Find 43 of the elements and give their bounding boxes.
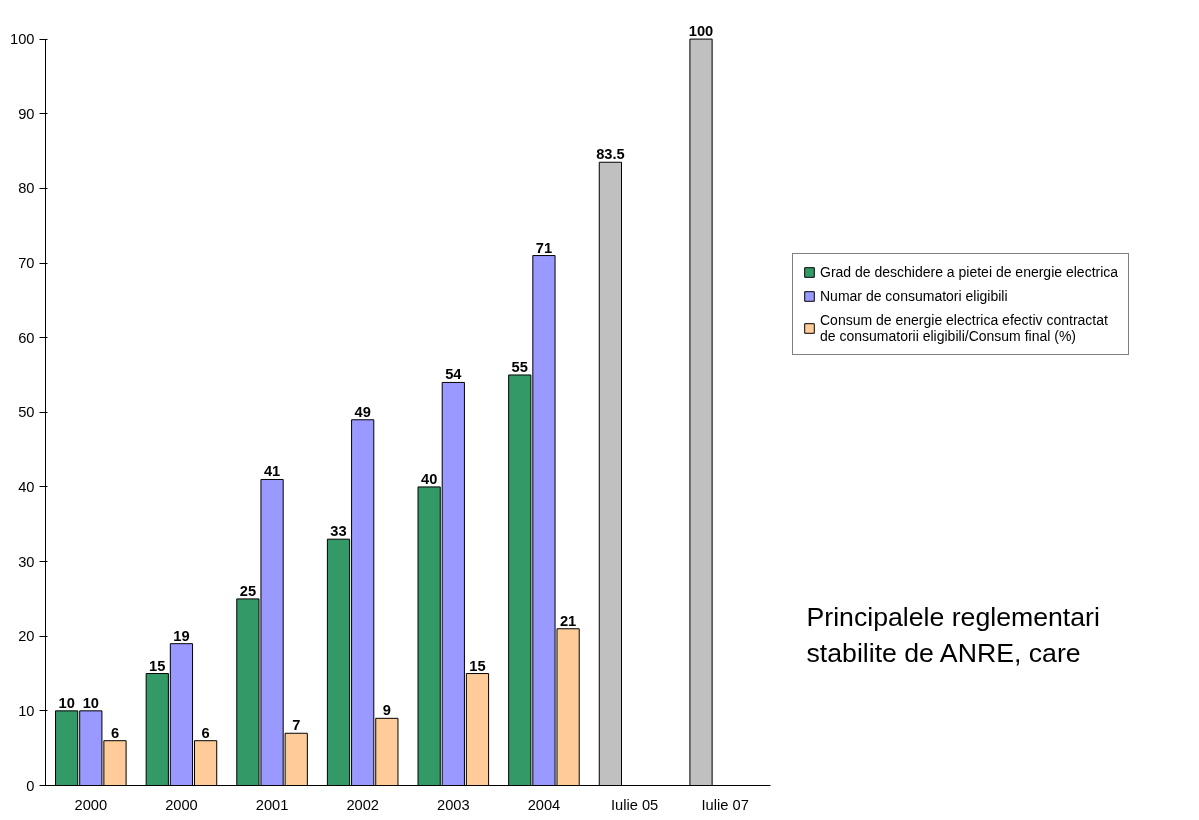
x-tick-label: 2000	[165, 796, 198, 813]
data-label: 10	[58, 694, 75, 711]
x-tick-label: 2000	[74, 796, 108, 813]
data-label: 7	[292, 717, 301, 734]
y-tick-label: 100	[10, 31, 35, 48]
y-tick-label: 50	[18, 404, 35, 421]
x-tick-label: 2003	[437, 796, 470, 813]
x-tick-label: 2001	[255, 796, 289, 813]
data-label: 71	[535, 239, 553, 256]
data-label: 25	[239, 582, 257, 599]
y-tick-label: 60	[18, 329, 35, 346]
data-label: 100	[688, 23, 714, 40]
y-tick-label: 30	[18, 553, 35, 570]
data-label: 41	[263, 463, 281, 480]
y-tick-label: 40	[18, 478, 35, 495]
data-label: 49	[354, 403, 371, 420]
y-tick-label: 10	[18, 702, 35, 719]
x-tick-label: 2004	[527, 796, 561, 813]
x-tick-label: Iulie 07	[701, 796, 749, 813]
data-label: 15	[149, 657, 166, 674]
legend-label: Grad de deschidere a pietei de energie electrica	[820, 264, 1119, 280]
data-label: 6	[110, 724, 120, 741]
text: Principalele reglementari stabilite de ANRE, care	[806, 602, 1100, 669]
data-label: 15	[469, 657, 486, 674]
y-tick-label: 20	[18, 628, 35, 645]
data-label: 54	[445, 366, 463, 383]
y-tick-label: 70	[18, 255, 35, 272]
data-label: 10	[82, 694, 99, 711]
x-tick-label: Iulie 05	[610, 796, 659, 813]
data-label: 19	[173, 627, 190, 644]
legend-label: Numar de consumatori eligibili	[820, 288, 1008, 304]
legend-label: Consum de energie electrica efectiv contractat de consumatorii eligibili/Consum final (%)	[820, 312, 1108, 344]
x-tick-label: 2002	[346, 796, 379, 813]
y-tick-label: 90	[18, 105, 35, 122]
data-label: 55	[511, 358, 528, 375]
data-label: 9	[382, 702, 391, 719]
data-label: 33	[330, 523, 347, 540]
y-tick-label: 80	[18, 180, 35, 197]
data-label: 6	[201, 724, 210, 741]
data-label: 40	[420, 470, 438, 487]
data-label: 21	[559, 612, 577, 629]
y-tick-label: 0	[26, 777, 35, 794]
data-label: 83.5	[596, 146, 625, 163]
